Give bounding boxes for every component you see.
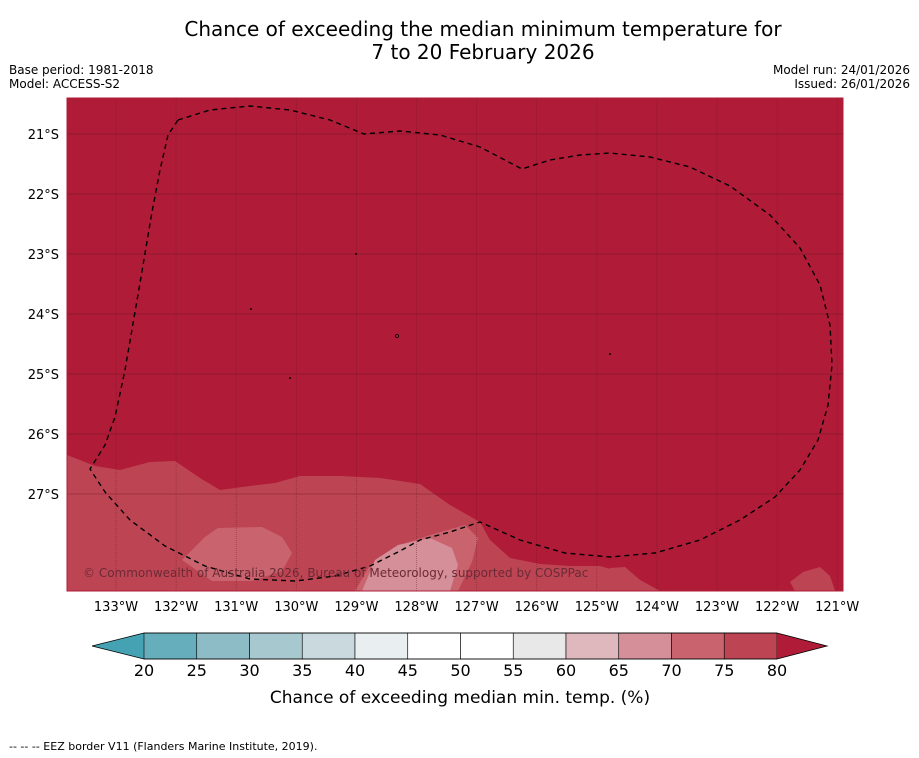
colorbar-segment xyxy=(354,632,409,660)
map-area: © Commonwealth of Australia 2026, Bureau… xyxy=(67,98,843,591)
title-line-1: Chance of exceeding the median minimum t… xyxy=(184,17,782,41)
lat-label: 22°S xyxy=(28,188,59,203)
region-75-80-c xyxy=(790,567,835,591)
colorbar-tick: 35 xyxy=(292,661,312,680)
colorbar-tick: 75 xyxy=(714,661,734,680)
colorbar-label: Chance of exceeding median min. temp. (%… xyxy=(270,688,650,708)
colorbar-tick: 50 xyxy=(450,661,470,680)
title-line-2: 7 to 20 February 2026 xyxy=(371,40,595,64)
lon-label: 127°W xyxy=(455,600,499,615)
colorbar-segment xyxy=(565,632,620,660)
copyright-text: © Commonwealth of Australia 2026, Bureau… xyxy=(83,566,588,580)
colorbar-outline xyxy=(91,632,829,660)
lon-label: 133°W xyxy=(94,600,138,615)
colorbar-tick: 60 xyxy=(556,661,576,680)
colorbar-segment xyxy=(301,632,356,660)
lon-label: 124°W xyxy=(635,600,679,615)
lat-label: 21°S xyxy=(28,128,59,143)
colorbar-segment xyxy=(407,632,461,660)
base-period: Base period: 1981-2018 xyxy=(9,63,154,77)
meta-right: Model run: 24/01/2026 Issued: 26/01/2026 xyxy=(773,63,910,91)
colorbar-segment xyxy=(512,632,567,660)
region-75-80-b xyxy=(596,567,660,591)
colorbar-high-extension xyxy=(777,633,827,659)
region-70-75 xyxy=(182,527,292,581)
colorbar-tick: 20 xyxy=(134,661,154,680)
colorbar-segment xyxy=(723,632,778,660)
colorbar-segment xyxy=(460,632,514,660)
page-title: Chance of exceeding the median minimum t… xyxy=(0,18,919,64)
lon-label: 131°W xyxy=(214,600,258,615)
colorbar-segment xyxy=(618,632,672,660)
colorbar-tick: 65 xyxy=(609,661,629,680)
gridlines xyxy=(67,98,843,591)
region-65-70 xyxy=(362,538,458,591)
colorbar-tick: 55 xyxy=(503,661,523,680)
eez-legend-note: -- -- -- EEZ border V11 (Flanders Marine… xyxy=(9,740,318,753)
colorbar-low-extension xyxy=(92,633,144,659)
lat-label: 26°S xyxy=(28,428,59,443)
colorbar-tick: 70 xyxy=(661,661,681,680)
lon-label: 126°W xyxy=(515,600,559,615)
lon-axis-labels: 133°W 132°W 131°W 130°W 129°W 128°W 127°W 126°W… xyxy=(94,600,860,615)
colorbar-tick: 40 xyxy=(345,661,365,680)
lat-label: 25°S xyxy=(28,368,59,383)
colorbar-segment xyxy=(671,632,725,660)
lon-label: 125°W xyxy=(575,600,619,615)
meta-left: Base period: 1981-2018 Model: ACCESS-S2 xyxy=(9,63,154,91)
colorbar-segment xyxy=(143,632,198,660)
colorbar-segments xyxy=(143,632,778,660)
colorbar-segment xyxy=(249,632,303,660)
colorbar-tick-labels: 20 25 30 35 40 45 50 55 60 65 70 75 80 xyxy=(134,661,787,680)
lat-label: 23°S xyxy=(28,248,59,263)
islands xyxy=(249,252,612,379)
lon-label: 132°W xyxy=(154,600,198,615)
model-name: Model: ACCESS-S2 xyxy=(9,77,121,91)
lat-axis-labels: 21°S 22°S 23°S 24°S 25°S 26°S 27°S xyxy=(28,128,59,503)
colorbar-tick: 30 xyxy=(239,661,259,680)
eez-border xyxy=(89,105,833,582)
colorbar-segment xyxy=(196,632,250,660)
lon-label: 130°W xyxy=(274,600,318,615)
lon-label: 123°W xyxy=(695,600,739,615)
map-frame xyxy=(66,97,844,592)
colorbar-tick: 25 xyxy=(187,661,207,680)
lon-label: 121°W xyxy=(815,600,859,615)
model-run: Model run: 24/01/2026 xyxy=(772,63,910,77)
lat-label: 27°S xyxy=(28,488,59,503)
colorbar-tick: 45 xyxy=(398,661,418,680)
lon-label: 129°W xyxy=(334,600,378,615)
lon-label: 122°W xyxy=(755,600,799,615)
lat-label: 24°S xyxy=(28,308,59,323)
colorbar: 20 25 30 35 40 45 50 55 60 65 70 75 80 Chance of exc… xyxy=(91,632,829,708)
lon-label: 128°W xyxy=(394,600,438,615)
colorbar-tick: 80 xyxy=(767,661,787,680)
issued-date: Issued: 26/01/2026 xyxy=(794,77,910,91)
